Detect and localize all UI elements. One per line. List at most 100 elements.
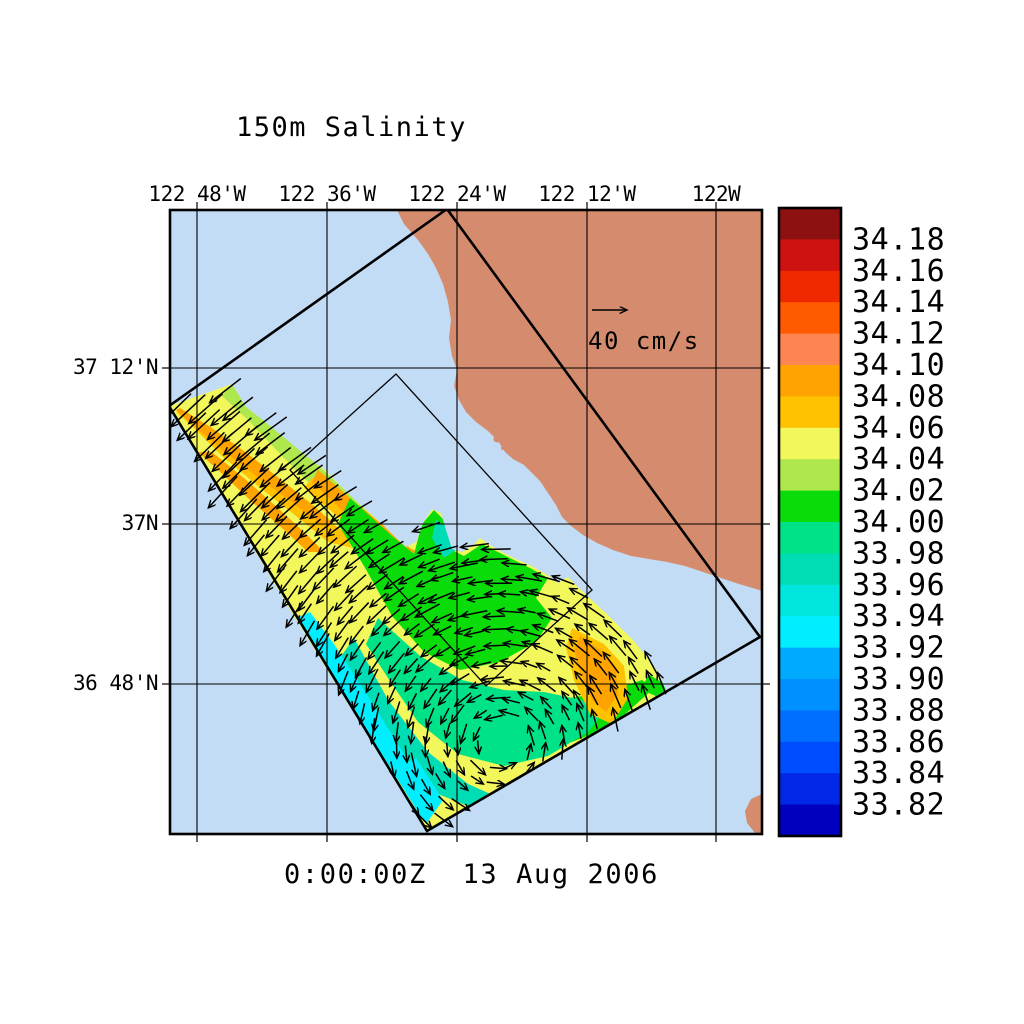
velocity-arrow <box>339 670 349 695</box>
velocity-arrow <box>335 485 358 501</box>
colorbar-label: 34.06 <box>852 411 945 446</box>
colorbar-band <box>779 427 841 460</box>
velocity-arrow <box>420 778 431 794</box>
velocity-arrow <box>645 651 659 676</box>
timestamp-label: 0:00:00Z 13 Aug 2006 <box>284 859 659 890</box>
velocity-arrow <box>562 739 563 760</box>
map-area <box>170 210 762 834</box>
x-tick-label: 122 12'W <box>538 182 636 206</box>
velocity-arrow <box>353 690 360 709</box>
velocity-arrow <box>281 535 302 557</box>
velocity-arrow <box>317 605 335 629</box>
velocity-arrow <box>298 603 313 624</box>
velocity-arrow <box>552 576 575 586</box>
velocity-arrow <box>373 692 380 711</box>
velocity-arrow <box>480 559 508 560</box>
velocity-arrow <box>525 707 539 722</box>
colorbar-band <box>779 584 841 617</box>
velocity-arrow <box>439 689 452 705</box>
colorbar-label: 34.18 <box>852 222 945 257</box>
velocity-arrow <box>317 622 333 646</box>
velocity-arrow <box>642 685 652 710</box>
velocity-arrow <box>503 763 516 770</box>
velocity-arrow <box>410 752 416 777</box>
colorbar-label: 33.90 <box>852 662 945 697</box>
velocity-arrow <box>590 675 603 695</box>
axis-ticks <box>162 202 770 842</box>
velocity-arrow <box>405 675 417 691</box>
velocity-arrow <box>421 644 438 657</box>
velocity-arrow <box>364 518 388 532</box>
velocity-arrow <box>337 605 354 624</box>
velocity-arrow <box>473 726 481 741</box>
colorbar-label: 33.88 <box>852 693 945 728</box>
velocity-arrow <box>658 673 667 695</box>
velocity-arrow <box>256 432 286 455</box>
colorbar-band <box>779 710 841 743</box>
velocity-arrow <box>521 662 538 669</box>
velocity-arrow <box>589 623 609 641</box>
colorbar-label: 34.14 <box>852 285 945 320</box>
velocity-arrow <box>277 487 302 509</box>
velocity-arrow <box>557 640 575 653</box>
velocity-arrow <box>384 586 405 601</box>
graticule <box>170 210 762 834</box>
velocity-arrow <box>578 723 581 739</box>
velocity-arrow <box>245 496 269 521</box>
velocity-arrow <box>331 534 355 553</box>
velocity-arrow <box>413 521 441 531</box>
y-tick-label: 37 12'N <box>73 355 158 379</box>
velocity-arrow <box>391 761 395 777</box>
velocity-arrow <box>314 469 342 488</box>
velocity-arrow <box>478 740 479 754</box>
velocity-arrow <box>431 571 454 581</box>
colorbar-band <box>779 302 841 335</box>
velocity-arrow <box>520 680 541 692</box>
velocity-arrow <box>367 573 389 589</box>
velocity-arrow <box>404 657 419 673</box>
x-tick-label: 122 24'W <box>408 182 506 206</box>
velocity-arrow <box>366 668 379 692</box>
plot-title: 150m Salinity <box>236 112 467 143</box>
velocity-arrow <box>223 447 256 477</box>
velocity-arrow <box>540 722 547 740</box>
velocity-arrow <box>470 775 483 784</box>
velocity-arrow <box>261 534 280 556</box>
map-frame <box>168 208 764 836</box>
velocity-arrow <box>282 520 302 539</box>
velocity-arrow <box>441 707 450 724</box>
velocity-arrow <box>465 631 484 635</box>
velocity-arrow <box>227 480 252 506</box>
velocity-arrow <box>317 551 340 573</box>
velocity-arrow <box>318 537 338 555</box>
velocity-arrow <box>575 672 590 691</box>
velocity-arrow <box>385 640 401 657</box>
land-coastline <box>397 210 762 834</box>
velocity-arrow <box>570 589 589 599</box>
colorbar-band <box>779 396 841 429</box>
velocity-arrow <box>442 761 450 777</box>
velocity-arrow <box>383 540 404 552</box>
velocity-arrow <box>210 377 242 403</box>
velocity-arrow <box>538 678 556 693</box>
x-tick-label: 122W <box>692 182 741 206</box>
velocity-arrow <box>549 609 571 620</box>
velocity-arrow <box>346 574 367 593</box>
velocity-arrow <box>390 669 402 687</box>
velocity-arrow <box>260 446 292 472</box>
velocity-arrow <box>275 498 302 522</box>
velocity-arrow <box>415 623 435 637</box>
velocity-arrow <box>240 467 270 495</box>
colorbar-band <box>779 741 841 774</box>
velocity-arrow <box>300 550 321 572</box>
velocity-arrow <box>336 637 349 659</box>
velocity-arrow <box>335 589 355 610</box>
velocity-arrow <box>400 553 423 565</box>
velocity-arrow <box>552 596 570 605</box>
velocity-arrow <box>555 628 573 639</box>
velocity-arrow <box>562 691 573 706</box>
velocity-arrow <box>401 606 423 621</box>
velocity-arrow <box>451 704 465 723</box>
velocity-arrow <box>483 616 506 617</box>
velocity-arrow <box>532 644 554 654</box>
